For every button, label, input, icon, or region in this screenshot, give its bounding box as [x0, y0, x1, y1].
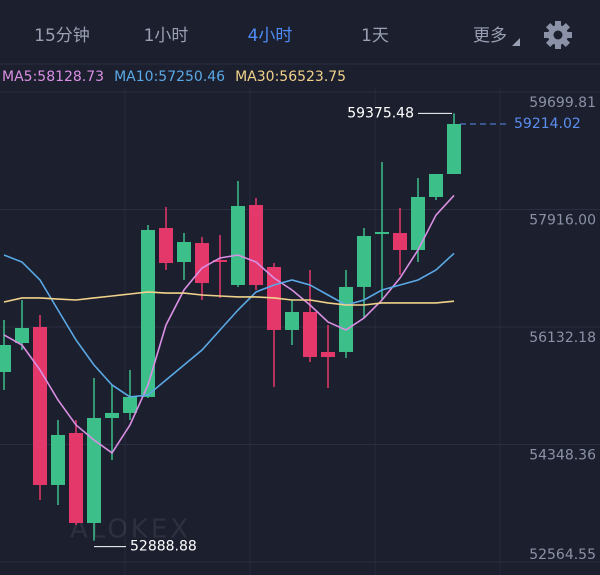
- candle-body: [285, 311, 299, 330]
- tab[interactable]: 1小时: [144, 26, 189, 46]
- settings-icon[interactable]: [544, 21, 572, 49]
- y-tick-label: 56132.18: [529, 330, 596, 346]
- low-marker-label: 52888.88: [130, 539, 197, 555]
- candle-body: [177, 241, 191, 262]
- tab[interactable]: 15分钟: [34, 26, 90, 46]
- tab[interactable]: 1天: [361, 26, 389, 46]
- tab[interactable]: 4小时: [248, 26, 293, 46]
- more-arrow: [512, 38, 520, 46]
- candle-body: [51, 434, 65, 485]
- candle-body: [375, 232, 389, 235]
- candle-body: [249, 205, 263, 285]
- candle-body: [339, 286, 353, 352]
- candle-body: [357, 235, 371, 287]
- candle-body: [195, 243, 209, 284]
- legend-entry: MA10:57250.46: [114, 69, 225, 85]
- candle-body: [0, 344, 11, 373]
- legend-entry: MA30:56523.75: [235, 69, 346, 85]
- y-tick-label: 54348.36: [529, 448, 596, 464]
- candle-body: [393, 233, 407, 251]
- y-tick-label: 57916.00: [529, 212, 596, 228]
- candle-body: [303, 311, 317, 357]
- candle-body: [411, 196, 425, 251]
- ma-line: [3, 291, 455, 306]
- candle-body: [141, 229, 155, 397]
- candle-body: [15, 327, 29, 344]
- tab[interactable]: 更多: [473, 26, 507, 46]
- high-marker-label: 59375.48: [347, 105, 414, 121]
- candle-body: [231, 206, 245, 285]
- legend-entry: MA5:58128.73: [2, 69, 104, 85]
- candle-body: [105, 412, 119, 418]
- candle-body: [123, 396, 137, 413]
- candle-body: [69, 432, 83, 523]
- candle-body: [213, 260, 227, 262]
- candle-body: [159, 228, 173, 263]
- ma-line: [3, 252, 455, 398]
- candle-body: [447, 123, 461, 174]
- y-tick-label: 59699.81: [529, 95, 596, 111]
- candle-body: [321, 351, 335, 357]
- candle-body: [33, 327, 47, 485]
- gear-hole[interactable]: [553, 30, 563, 40]
- last-price-label: 59214.02: [514, 116, 581, 132]
- candle-body: [87, 417, 101, 523]
- y-tick-label: 52564.55: [529, 547, 596, 563]
- candle-body: [429, 173, 443, 197]
